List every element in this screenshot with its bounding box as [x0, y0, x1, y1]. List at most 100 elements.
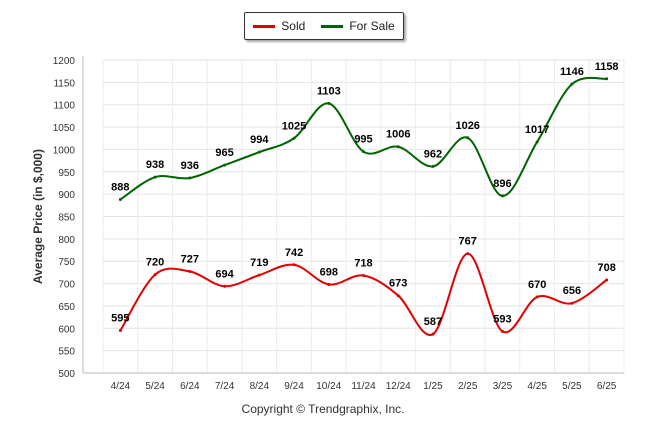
- x-tick-label: 11/24: [351, 381, 376, 392]
- data-label-for-sale: 962: [424, 148, 442, 160]
- data-label-sold: 727: [181, 253, 199, 265]
- legend-swatch-sold: [253, 24, 276, 28]
- data-label-sold: 670: [528, 279, 546, 291]
- y-tick-label: 650: [58, 302, 75, 313]
- x-tick-label: 1/25: [423, 381, 443, 392]
- data-point-sold: [327, 282, 331, 286]
- y-tick-label: 900: [58, 190, 75, 201]
- data-point-sold: [605, 278, 609, 282]
- data-point-sold: [362, 274, 365, 278]
- y-tick-label: 600: [58, 324, 75, 335]
- data-point-for-sale: [500, 194, 504, 198]
- data-label-for-sale: 965: [215, 147, 233, 159]
- y-tick-label: 1100: [53, 101, 75, 112]
- data-point-for-sale: [362, 150, 365, 154]
- x-tick-label: 4/24: [111, 381, 131, 392]
- y-tick-label: 1200: [53, 56, 76, 67]
- data-label-for-sale: 938: [146, 159, 164, 171]
- data-label-for-sale: 1006: [386, 129, 410, 141]
- data-label-sold: 708: [597, 262, 615, 274]
- data-point-sold: [500, 329, 504, 333]
- data-label-sold: 694: [215, 268, 234, 280]
- data-label-sold: 595: [111, 313, 129, 325]
- data-point-for-sale: [153, 175, 157, 179]
- data-label-for-sale: 1025: [282, 120, 306, 132]
- data-label-sold: 587: [424, 316, 442, 328]
- data-label-for-sale: 936: [181, 160, 199, 172]
- legend-swatch-for-sale: [321, 24, 344, 28]
- legend-label-for-sale: For Sale: [349, 19, 395, 33]
- data-label-sold: 767: [459, 236, 477, 248]
- data-point-sold: [396, 294, 400, 298]
- series-line-sold: [119, 252, 608, 336]
- data-point-sold: [257, 273, 261, 277]
- data-point-sold: [431, 332, 435, 336]
- data-label-for-sale: 896: [493, 178, 511, 190]
- data-point-for-sale: [396, 145, 400, 149]
- data-point-sold: [535, 295, 539, 299]
- legend-item-for-sale[interactable]: For Sale: [321, 19, 395, 33]
- data-point-for-sale: [327, 101, 331, 105]
- data-label-sold: 719: [250, 257, 268, 269]
- data-label-sold: 593: [493, 313, 511, 325]
- data-point-for-sale: [466, 136, 470, 140]
- x-tick-label: 9/24: [284, 381, 304, 392]
- x-tick-label: 10/24: [316, 381, 341, 392]
- y-tick-label: 1050: [53, 123, 76, 134]
- data-point-sold: [188, 269, 192, 273]
- x-tick-label: 8/24: [250, 381, 270, 392]
- y-tick-label: 1150: [53, 78, 75, 89]
- data-label-for-sale: 1017: [525, 124, 549, 136]
- data-point-for-sale: [431, 164, 435, 168]
- x-tick-label: 6/24: [180, 381, 200, 392]
- y-tick-label: 550: [58, 347, 75, 358]
- copyright-text: Copyright © Trendgraphix, Inc.: [241, 402, 405, 416]
- data-label-sold: 742: [285, 247, 303, 259]
- data-point-for-sale: [223, 163, 227, 167]
- y-tick-label: 850: [58, 213, 75, 224]
- data-point-sold: [118, 329, 122, 333]
- legend-label-sold: Sold: [281, 19, 306, 33]
- y-tick-label: 700: [58, 280, 75, 291]
- y-axis-title: Average Price (in $,000): [31, 149, 45, 284]
- data-point-sold: [153, 273, 157, 277]
- x-tick-label: 7/24: [215, 381, 235, 392]
- x-tick-label: 12/24: [386, 381, 411, 392]
- legend-item-sold[interactable]: Sold: [253, 19, 305, 33]
- data-point-sold: [570, 301, 574, 305]
- y-tick-label: 800: [58, 235, 75, 246]
- data-label-for-sale: 1146: [560, 66, 584, 78]
- data-label-for-sale: 1026: [455, 120, 479, 132]
- data-label-sold: 673: [389, 278, 407, 290]
- data-point-for-sale: [257, 150, 261, 154]
- data-label-for-sale: 994: [250, 134, 269, 146]
- data-label-for-sale: 1158: [595, 61, 619, 73]
- data-point-for-sale: [292, 136, 296, 140]
- x-tick-label: 5/24: [145, 381, 165, 392]
- data-point-sold: [466, 252, 470, 256]
- data-label-sold: 720: [146, 257, 164, 269]
- data-label-for-sale: 1103: [317, 85, 341, 97]
- y-tick-label: 950: [58, 168, 75, 179]
- y-tick-label: 500: [58, 369, 75, 380]
- data-point-for-sale: [535, 140, 539, 144]
- y-tick-label: 1000: [53, 145, 76, 156]
- data-point-for-sale: [118, 198, 122, 202]
- x-tick-label: 4/25: [527, 381, 547, 392]
- x-tick-label: 5/25: [562, 381, 582, 392]
- x-tick-label: 3/25: [493, 381, 513, 392]
- x-tick-label: 2/25: [458, 381, 478, 392]
- data-point-for-sale: [605, 77, 609, 81]
- data-label-sold: 698: [320, 266, 338, 278]
- data-label-for-sale: 995: [354, 134, 372, 146]
- chart-legend: Sold For Sale: [244, 12, 404, 40]
- data-label-for-sale: 888: [111, 182, 129, 194]
- x-tick-label: 6/25: [597, 381, 617, 392]
- data-point-for-sale: [570, 82, 574, 86]
- data-point-sold: [292, 263, 296, 267]
- data-label-sold: 656: [563, 285, 581, 297]
- y-tick-label: 750: [58, 257, 75, 268]
- data-point-for-sale: [188, 176, 192, 180]
